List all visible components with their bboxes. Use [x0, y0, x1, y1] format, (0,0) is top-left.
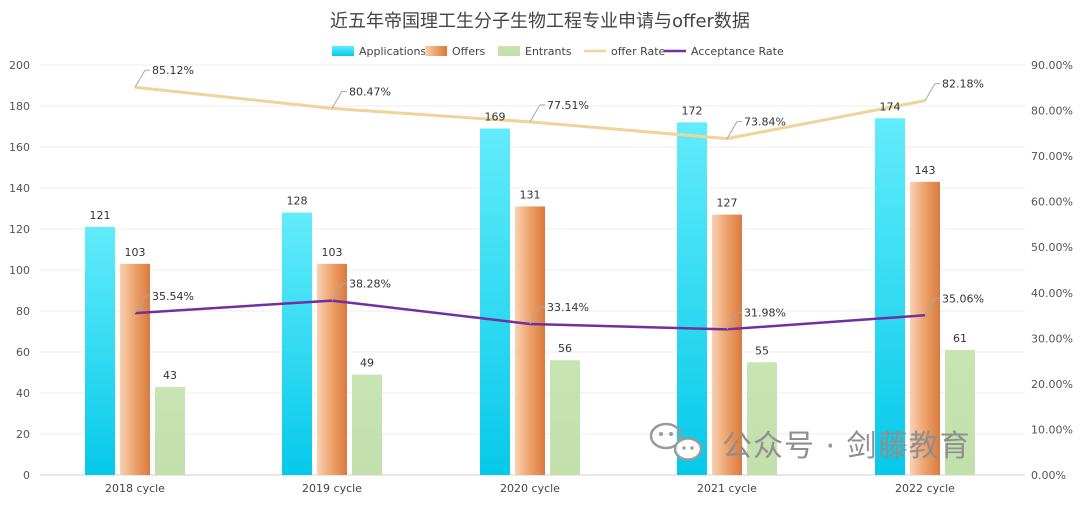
legend-swatch	[498, 46, 520, 56]
bar-applications	[677, 122, 707, 476]
bar-value-label: 127	[717, 197, 738, 210]
legend-label: Entrants	[525, 45, 572, 58]
chart-title: 近五年帝国理工生分子生物工程专业申请与offer数据	[330, 11, 750, 32]
y-tick-label: 80	[16, 305, 30, 318]
x-tick-label: 2021 cycle	[697, 482, 757, 495]
bar-entrants	[945, 349, 975, 475]
leader-line	[529, 104, 541, 123]
line-value-label: 77.51%	[547, 99, 589, 112]
y-tick-label: 40	[16, 387, 30, 400]
bar-value-label: 174	[880, 100, 901, 113]
wechat-watermark: 公众号 · 剑藤教育	[649, 422, 971, 464]
y-axis-left: 0 20 40 60 80 100 120 140 160 180 200	[9, 59, 30, 482]
data-labels: 121 128 169 172 174 103 103 131 127 143 43 49 56 55 61…	[90, 64, 984, 382]
x-tick-label: 2019 cycle	[302, 482, 362, 495]
bar-value-label: 169	[485, 111, 506, 124]
bar-value-label: 143	[915, 164, 936, 177]
y2-tick-label: 20.00%	[1031, 378, 1073, 391]
bar-entrants	[155, 386, 185, 475]
leader-line	[924, 298, 936, 316]
bar-value-label: 131	[520, 188, 541, 201]
leader-line	[331, 283, 343, 301]
line-acceptance-rate	[134, 299, 926, 331]
y-tick-label: 160	[9, 141, 30, 154]
y-tick-label: 120	[9, 223, 30, 236]
bar-offers	[910, 181, 940, 475]
y2-tick-label: 70.00%	[1031, 150, 1073, 163]
line-value-label: 38.28%	[349, 278, 391, 291]
bar-value-label: 43	[163, 369, 177, 382]
bar-applications	[875, 118, 905, 476]
line-offer-rate	[134, 85, 926, 141]
y2-tick-label: 10.00%	[1031, 423, 1073, 436]
line-value-label: 31.98%	[744, 306, 786, 319]
bar-value-label: 103	[322, 246, 343, 259]
wechat-account-text: 公众号 · 剑藤教育	[722, 429, 971, 464]
bar-value-label: 61	[953, 332, 967, 345]
y-tick-label: 200	[9, 59, 30, 72]
y2-tick-label: 0.00%	[1031, 469, 1066, 482]
bar-value-label: 172	[682, 104, 703, 117]
x-axis: 2018 cycle 2019 cycle 2020 cycle 2021 cycle…	[105, 482, 955, 495]
bar-series	[85, 118, 975, 476]
bar-value-label: 128	[287, 195, 308, 208]
legend-label: Acceptance Rate	[691, 45, 784, 58]
leader-line	[924, 83, 936, 101]
y-axis-right: 0.00% 10.00% 20.00% 30.00% 40.00% 50.00% 60.00…	[1031, 59, 1073, 482]
bar-value-label: 49	[360, 357, 374, 370]
bar-value-label: 121	[90, 209, 111, 222]
leader-line	[134, 69, 146, 88]
y2-tick-label: 90.00%	[1031, 59, 1073, 72]
line-value-label: 82.18%	[942, 78, 984, 91]
y2-tick-label: 50.00%	[1031, 241, 1073, 254]
leader-line	[134, 295, 146, 314]
bar-applications	[282, 212, 312, 475]
y-tick-label: 60	[16, 346, 30, 359]
line-value-label: 35.06%	[942, 292, 984, 305]
line-series	[134, 85, 926, 331]
leader-line	[726, 121, 738, 139]
line-value-label: 73.84%	[744, 116, 786, 129]
legend-swatch	[425, 46, 447, 56]
y-tick-label: 140	[9, 182, 30, 195]
y2-tick-label: 30.00%	[1031, 332, 1073, 345]
x-tick-label: 2022 cycle	[895, 482, 955, 495]
y-tick-label: 180	[9, 100, 30, 113]
bar-entrants	[747, 362, 777, 475]
bar-offers	[712, 214, 742, 475]
wechat-icon	[649, 422, 703, 461]
bar-entrants	[550, 360, 580, 475]
chart-legend: Applications Offers Entrants offer Rate Acce…	[332, 45, 784, 58]
line-value-label: 35.54%	[152, 290, 194, 303]
x-tick-label: 2020 cycle	[500, 482, 560, 495]
legend-label: Offers	[452, 45, 486, 58]
legend-label: offer Rate	[611, 45, 666, 58]
bar-offers	[317, 263, 347, 475]
line-value-label: 80.47%	[349, 85, 391, 98]
bar-value-label: 103	[125, 246, 146, 259]
line-value-label: 33.14%	[547, 301, 589, 314]
y2-tick-label: 40.00%	[1031, 287, 1073, 300]
y2-tick-label: 60.00%	[1031, 196, 1073, 209]
bar-value-label: 56	[558, 342, 572, 355]
leader-line	[529, 306, 541, 325]
legend-swatch	[332, 46, 354, 56]
y-tick-label: 100	[9, 264, 30, 277]
line-value-label: 85.12%	[152, 64, 194, 77]
bar-offers	[120, 263, 150, 475]
bar-value-label: 55	[755, 344, 769, 357]
y-tick-label: 0	[23, 469, 30, 482]
legend-label: Applications	[359, 45, 426, 58]
bar-entrants	[352, 374, 382, 475]
leader-line	[331, 91, 343, 109]
leader-line	[726, 312, 738, 330]
bar-applications	[480, 128, 510, 476]
x-tick-label: 2018 cycle	[105, 482, 165, 495]
bar-offers	[515, 206, 545, 475]
bar-applications	[85, 226, 115, 475]
y-tick-label: 20	[16, 428, 30, 441]
y2-tick-label: 80.00%	[1031, 105, 1073, 118]
